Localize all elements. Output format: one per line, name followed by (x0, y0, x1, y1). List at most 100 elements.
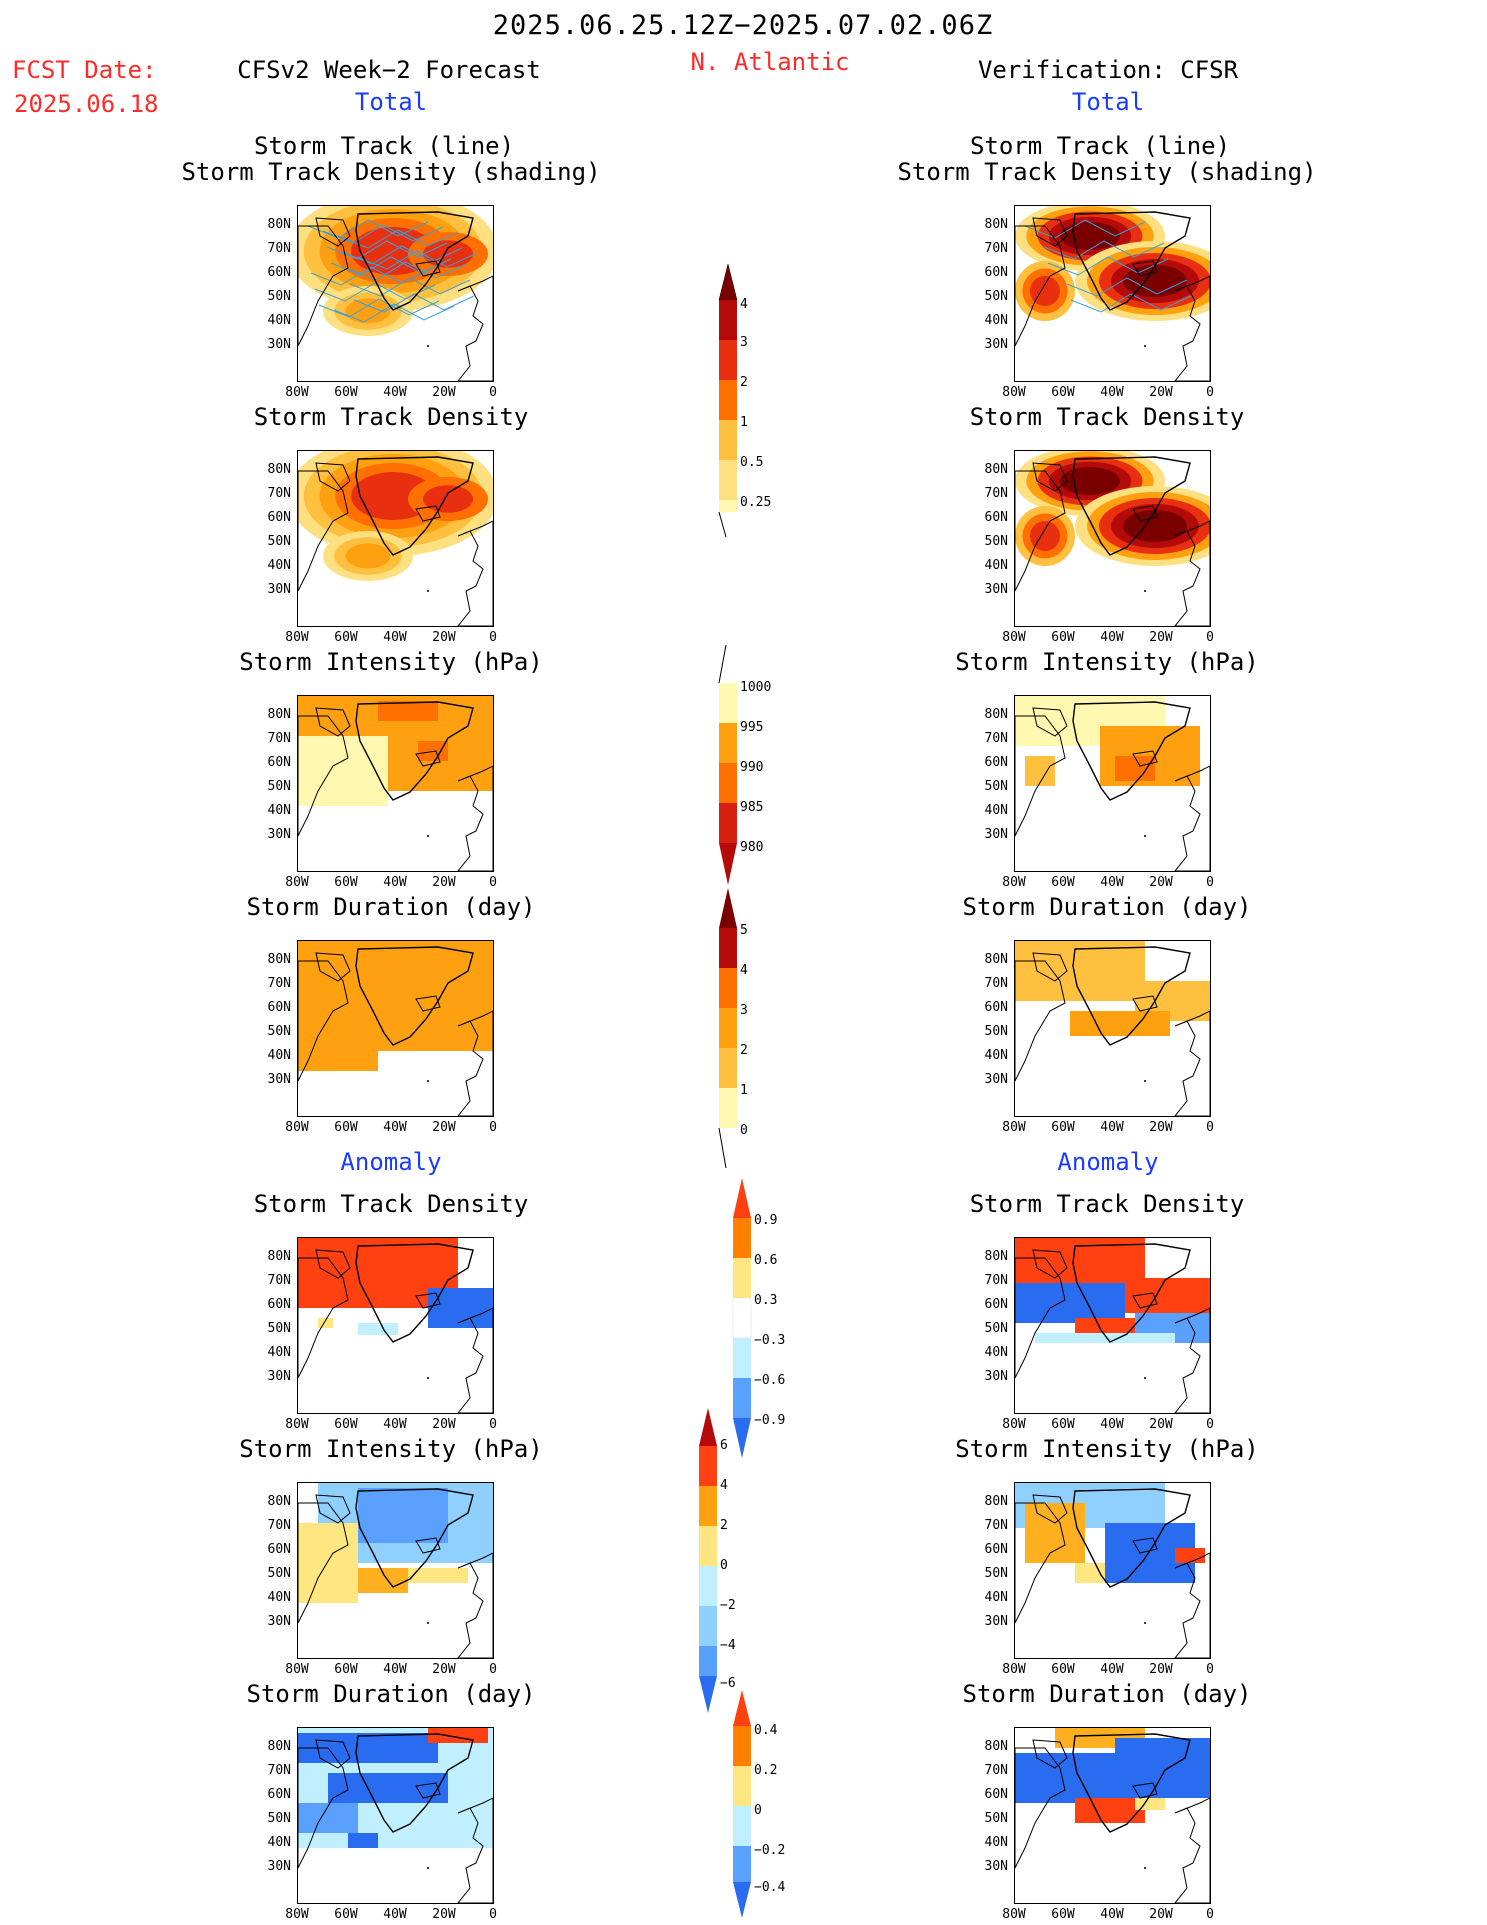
longitude-tick-label: 0 (489, 630, 497, 645)
longitude-tick-label: 60W (1051, 1417, 1075, 1432)
latitude-tick-label: 40N (984, 558, 1008, 573)
longitude-tick-label: 60W (334, 630, 358, 645)
colorbar-density-swatches (718, 263, 738, 538)
right-anom-intensity-title: Storm Intensity (hPa) (955, 1435, 1259, 1463)
latitude-tick-label: 60N (984, 1297, 1008, 1312)
latitude-tick-label: 40N (267, 1835, 291, 1850)
longitude-tick-label: 20W (1149, 1907, 1173, 1922)
longitude-tick-label: 80W (1002, 385, 1026, 400)
latitude-tick-label: 40N (267, 803, 291, 818)
cb-intensity-label-2: 990 (740, 760, 764, 775)
longitude-tick-label: 20W (432, 1907, 456, 1922)
map-forecast-intensity (297, 695, 494, 872)
left-anom-duration-title: Storm Duration (day) (246, 1680, 536, 1708)
longitude-tick-label: 20W (432, 1662, 456, 1677)
colorbar-intensity: 1000 995 990 985 980 (718, 645, 778, 890)
longitude-tick-label: 0 (489, 1120, 497, 1135)
longitude-tick-label: 80W (1002, 1662, 1026, 1677)
cb-density-anom-label-3: −0.3 (754, 1333, 786, 1348)
colorbar-density-anomaly: 0.9 0.6 0.3 −0.3 −0.6 −0.9 (732, 1178, 792, 1463)
latitude-tick-label: 60N (984, 755, 1008, 770)
longitude-tick-label: 0 (1206, 1120, 1214, 1135)
latitude-tick-label: 80N (267, 952, 291, 967)
latitude-tick-label: 40N (984, 1590, 1008, 1605)
cb-density-label-4: 0.5 (740, 455, 764, 470)
latitude-tick-label: 30N (984, 582, 1008, 597)
cb-duration-label-5: 0 (740, 1123, 748, 1138)
map-verification-anom_density (1014, 1237, 1211, 1414)
colorbar-density: 4 3 2 1 0.5 0.25 (718, 262, 778, 542)
latitude-tick-label: 80N (267, 462, 291, 477)
map-verification-duration (1014, 940, 1211, 1117)
cb-density-label-0: 4 (740, 297, 748, 312)
longitude-tick-label: 40W (383, 875, 407, 890)
right-duration-title: Storm Duration (day) (962, 893, 1252, 921)
colorbar-duration-anomaly: 0.4 0.2 0 −0.2 −0.4 (732, 1690, 792, 1920)
map-verification-track (1014, 205, 1211, 382)
latitude-tick-label: 50N (267, 779, 291, 794)
map-canvas (1015, 1483, 1210, 1658)
latitude-tick-label: 60N (267, 755, 291, 770)
latitude-tick-label: 50N (267, 1024, 291, 1039)
map-forecast-anom_density (297, 1237, 494, 1414)
cb-density-label-5: 0.25 (740, 495, 772, 510)
longitude-tick-label: 80W (1002, 1120, 1026, 1135)
longitude-tick-label: 20W (432, 385, 456, 400)
longitude-tick-label: 40W (1100, 630, 1124, 645)
right-track-title-1: Storm Track (line) (969, 132, 1231, 160)
map-forecast-track (297, 205, 494, 382)
latitude-tick-label: 70N (267, 1518, 291, 1533)
longitude-tick-label: 80W (285, 1120, 309, 1135)
cb-intensity-anom-label-3: 0 (720, 1558, 728, 1573)
longitude-tick-label: 80W (1002, 1907, 1026, 1922)
cb-density-label-1: 3 (740, 335, 748, 350)
latitude-tick-label: 30N (984, 1614, 1008, 1629)
longitude-tick-label: 0 (1206, 875, 1214, 890)
longitude-tick-label: 40W (383, 385, 407, 400)
longitude-tick-label: 80W (285, 630, 309, 645)
longitude-tick-label: 60W (334, 385, 358, 400)
map-canvas (298, 451, 493, 626)
latitude-tick-label: 80N (984, 1249, 1008, 1264)
latitude-tick-label: 60N (984, 510, 1008, 525)
latitude-tick-label: 70N (984, 1763, 1008, 1778)
longitude-tick-label: 80W (1002, 1417, 1026, 1432)
longitude-tick-label: 40W (383, 1417, 407, 1432)
longitude-tick-label: 20W (1149, 1662, 1173, 1677)
left-anom-intensity-title: Storm Intensity (hPa) (239, 1435, 543, 1463)
cb-density-label-3: 1 (740, 415, 748, 430)
latitude-tick-label: 70N (267, 241, 291, 256)
cb-density-anom-label-4: −0.6 (754, 1373, 786, 1388)
cb-intensity-anom-label-6: −6 (720, 1676, 736, 1691)
latitude-tick-label: 70N (984, 486, 1008, 501)
colorbar-intensity-anomaly: 6 4 2 0 −2 −4 −6 (698, 1408, 758, 1718)
longitude-tick-label: 60W (334, 875, 358, 890)
right-column-title: Verification: CFSR (977, 56, 1239, 84)
right-anom-density-title: Storm Track Density (969, 1190, 1245, 1218)
latitude-tick-label: 50N (267, 289, 291, 304)
left-track-title-2: Storm Track Density (shading) (181, 158, 601, 186)
longitude-tick-label: 20W (1149, 630, 1173, 645)
latitude-tick-label: 50N (984, 1811, 1008, 1826)
latitude-tick-label: 50N (267, 534, 291, 549)
latitude-tick-label: 40N (984, 803, 1008, 818)
longitude-tick-label: 40W (1100, 875, 1124, 890)
map-verification-intensity (1014, 695, 1211, 872)
latitude-tick-label: 60N (984, 1000, 1008, 1015)
latitude-tick-label: 70N (984, 1273, 1008, 1288)
longitude-tick-label: 20W (432, 1120, 456, 1135)
latitude-tick-label: 60N (267, 1297, 291, 1312)
map-canvas (298, 1238, 493, 1413)
latitude-tick-label: 60N (267, 1000, 291, 1015)
longitude-tick-label: 60W (1051, 385, 1075, 400)
latitude-tick-label: 80N (984, 1494, 1008, 1509)
latitude-tick-label: 70N (267, 731, 291, 746)
left-duration-title: Storm Duration (day) (246, 893, 536, 921)
longitude-tick-label: 0 (489, 875, 497, 890)
longitude-tick-label: 0 (1206, 630, 1214, 645)
latitude-tick-label: 70N (267, 976, 291, 991)
longitude-tick-label: 20W (1149, 1417, 1173, 1432)
cb-duration-label-0: 5 (740, 923, 748, 938)
latitude-tick-label: 60N (267, 1787, 291, 1802)
latitude-tick-label: 80N (267, 1494, 291, 1509)
